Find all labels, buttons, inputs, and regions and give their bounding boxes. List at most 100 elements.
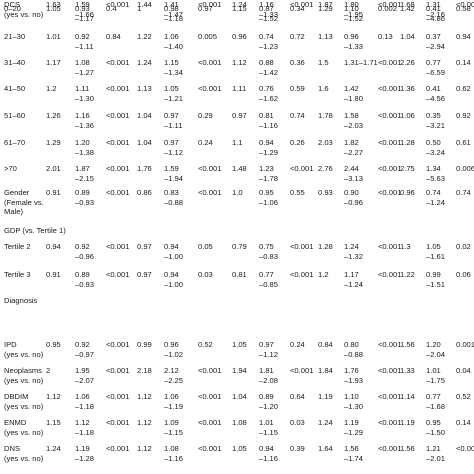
table-cell: 2.76	[318, 164, 333, 174]
cell-value: <0.001	[198, 0, 222, 9]
table-cell: 0.001	[456, 340, 474, 350]
table-cell: 1.19	[400, 418, 415, 428]
cell-value: 1.33	[400, 366, 415, 375]
cell-value: 0.24	[198, 138, 213, 147]
cell-value: 0.95	[259, 188, 274, 197]
table-cell: 1.19 –1.28	[75, 444, 94, 463]
table-row: 61–70 1.29 1.20 –1.38 <0.001 1.04 0.97 –1.12 0.2…	[0, 138, 474, 164]
table-cell: 1.87	[318, 0, 333, 10]
cell-value: 1.24	[137, 58, 152, 67]
table-cell: 1.10 –1.52	[344, 4, 363, 23]
cell-value-upper: –1.24	[344, 279, 364, 289]
table-cell: <0.001	[378, 444, 401, 454]
table-cell: 1.08 –1.16	[164, 444, 183, 463]
table-cell: <0.001	[106, 444, 129, 454]
cell-value-upper: –1.94	[164, 173, 184, 183]
table-cell: 0.77 –0.85	[259, 270, 278, 289]
cell-value: 0.75	[259, 242, 274, 251]
table-cell: <0.001	[106, 418, 129, 428]
cell-value: 0.41	[426, 84, 441, 93]
table-cell: <0.001	[106, 164, 129, 174]
table-cell: 1.06 –1.19	[164, 392, 183, 411]
cell-value: 1.20	[426, 340, 441, 349]
cell-value: 1.05	[232, 444, 247, 453]
cell-value: 0.91	[46, 270, 61, 279]
cell-value: 0.96	[232, 32, 247, 41]
table-cell: <0.001	[106, 270, 129, 280]
table-cell: 0.94 –1.00	[164, 242, 183, 261]
cell-value: 0.76	[259, 84, 274, 93]
table-cell: 1.23 –1.78	[259, 164, 278, 183]
cell-value-upper: –2.25	[164, 375, 184, 385]
cell-value: 0.83	[164, 188, 179, 197]
cell-value-upper: –1.29	[259, 147, 279, 157]
cell-value: 2.18	[137, 366, 152, 375]
cell-value: 0.03	[198, 270, 213, 279]
table-cell: 0.97	[198, 4, 213, 14]
cell-value: <0.001	[106, 138, 130, 147]
table-cell: 0.97	[137, 242, 152, 252]
cell-value: 0.62	[456, 84, 471, 93]
cell-value: 0.99	[137, 340, 152, 349]
table-cell: 0.96	[232, 32, 247, 42]
row-label-line: Gender	[4, 188, 30, 197]
cell-value: <0.001	[290, 0, 314, 9]
cell-value: 1.05	[426, 242, 441, 251]
table-cell: 0.84	[318, 340, 333, 350]
table-row: DCS (yes vs. no) 1.63 1.59 –1.66 <0.001 1.44 1.…	[0, 0, 474, 26]
table-cell: 1.05	[232, 444, 247, 454]
cell-value: 1.04	[137, 111, 152, 120]
cell-value: 1.41	[164, 0, 179, 9]
table-row: Neoplasms (yes vs. no) 2 1.95 –2.07 <0.001 2.1…	[0, 366, 474, 392]
row-label-line: (yes vs. no)	[4, 453, 44, 463]
cell-value: <0.001	[378, 188, 402, 197]
cell-value: <0.001	[290, 366, 314, 375]
table-cell: 1.12	[137, 444, 152, 454]
row-label-line: 21–30	[4, 32, 26, 41]
cell-value: 0.34	[290, 4, 305, 13]
cell-value: <0.001	[106, 418, 130, 427]
table-row: ENMD (yes vs. no) 1.15 1.12 –1.18 <0.001 1.12 1…	[0, 418, 474, 444]
table-cell: 2.75	[400, 164, 415, 174]
cell-value-upper: –0.96	[75, 251, 95, 261]
cell-value-upper: –1.21	[164, 93, 184, 103]
cell-value-upper: –1.12	[259, 349, 279, 359]
table-row: 21–30 1.01 0.92 –1.11 0.84 1.22 1.06 –1.40 0.005…	[0, 32, 474, 58]
row-label: 31–40	[4, 58, 25, 68]
table-cell: 1.15	[232, 4, 247, 14]
cell-value: 0.03	[290, 418, 305, 427]
cell-value: <0.001	[290, 164, 314, 173]
table-cell: 1.76	[137, 164, 152, 174]
cell-value: 1.48	[232, 164, 247, 173]
table-cell: 0.81 –1.16	[259, 111, 278, 130]
cell-value: 2.44	[344, 164, 359, 173]
table-cell: 0.4	[106, 4, 117, 14]
table-cell: 1.34 –5.63	[426, 164, 445, 183]
cell-value: <0.001	[456, 444, 474, 453]
cell-value-upper: –1.52	[259, 13, 279, 23]
cell-value-upper: –1.38	[75, 147, 95, 157]
cell-value: 0.97	[259, 340, 274, 349]
cell-value-upper: –1.80	[344, 93, 364, 103]
row-label-line: IPD	[4, 340, 17, 349]
row-label-line: 31–40	[4, 58, 26, 67]
table-cell: 0.74	[290, 111, 305, 121]
cell-value: 0.77	[259, 270, 274, 279]
table-cell: <0.001	[106, 138, 129, 148]
table-cell: 1.08 –1.27	[75, 58, 94, 77]
cell-value: 0.24	[290, 340, 305, 349]
table-cell: <0.001	[106, 242, 129, 252]
cell-value: 0.36	[290, 58, 305, 67]
cell-value: 0.92	[75, 32, 90, 41]
cell-value: 2.76	[318, 164, 333, 173]
cell-value: <0.001	[198, 58, 222, 67]
table-cell: 0.87 –1.52	[259, 4, 278, 23]
table-cell: 0.29	[198, 111, 213, 121]
table-cell: <0.001	[456, 0, 474, 10]
cell-value: 0.37	[426, 32, 441, 41]
cell-value: 1.19	[344, 418, 359, 427]
cell-value: 0.94	[259, 138, 274, 147]
table-cell: 1.19 –1.29	[344, 418, 363, 437]
table-cell: 0.92	[456, 111, 471, 121]
table-cell: 0.35 –3.21	[426, 111, 445, 130]
